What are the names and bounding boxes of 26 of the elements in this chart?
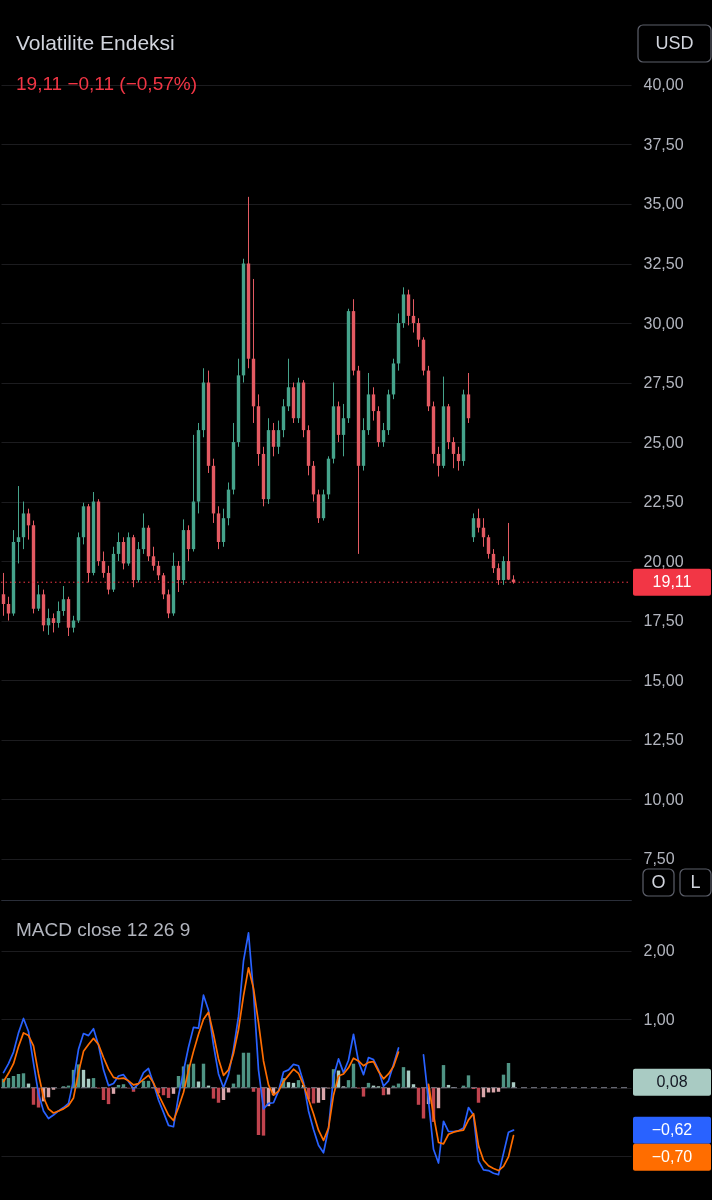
text: 0,08 <box>656 1073 688 1091</box>
y-tick-label: 2,00 <box>643 942 675 960</box>
y-tick-label: 25,00 <box>643 433 684 451</box>
ref-line-label: 19,11 <box>652 573 692 591</box>
y-tick-label: 32,50 <box>643 255 684 272</box>
y-tick-label: 35,00 <box>643 195 684 213</box>
text: O <box>651 871 666 892</box>
y-tick-label: 15,00 <box>643 671 684 689</box>
text: L <box>690 871 701 892</box>
text: USD <box>655 32 694 53</box>
y-tick-label: 17,50 <box>643 612 684 630</box>
y-tick-label: 27,50 <box>643 374 684 392</box>
y-tick-label: 22,50 <box>643 493 684 511</box>
y-tick-label: 10,00 <box>643 790 684 808</box>
text: MACD close 12 26 9 <box>16 919 191 940</box>
text: −0,70 <box>651 1148 693 1166</box>
text: −0,62 <box>651 1121 693 1139</box>
y-tick-label: 1,00 <box>643 1010 675 1028</box>
text: Volatilite Endeksi <box>16 31 175 54</box>
text: 19,11 −0,11 (−0,57%) <box>16 73 197 94</box>
y-tick-label: 30,00 <box>643 314 684 332</box>
y-tick-label: 40,00 <box>643 76 684 94</box>
y-tick-label: 37,50 <box>643 135 684 153</box>
y-tick-label: 7,50 <box>643 850 675 868</box>
y-tick-label: 20,00 <box>643 552 684 570</box>
y-tick-label: 12,50 <box>643 731 684 749</box>
